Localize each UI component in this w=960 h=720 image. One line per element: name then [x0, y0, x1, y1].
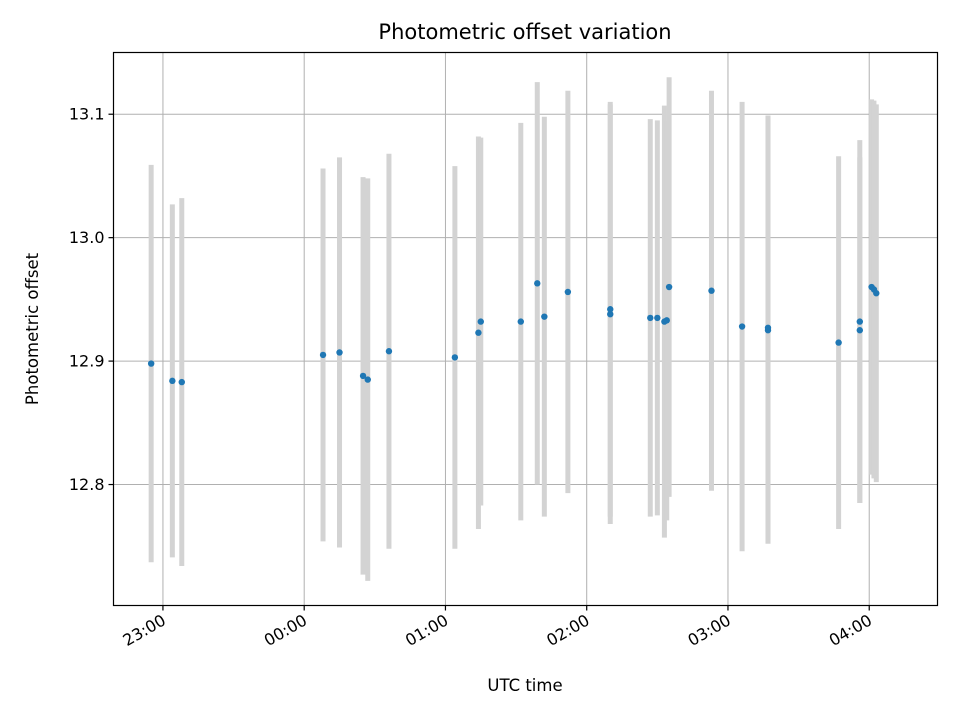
data-point — [475, 329, 482, 336]
data-point — [564, 288, 572, 296]
data-point — [708, 287, 715, 294]
plot-frame — [112, 51, 939, 607]
y-axis-label: Photometric offset — [23, 252, 42, 405]
y-tick-label: 13.0 — [69, 228, 105, 247]
y-tick-label: 13.1 — [69, 105, 105, 124]
data-point — [319, 351, 327, 359]
y-tick-label: 12.9 — [69, 352, 105, 371]
data-point — [607, 306, 614, 313]
data-point — [534, 280, 541, 287]
data-point — [169, 377, 176, 385]
data-point — [517, 318, 524, 325]
data-point — [336, 349, 343, 356]
data-point — [359, 372, 367, 380]
data-point — [647, 314, 654, 322]
data-point — [665, 283, 673, 291]
data-point — [856, 318, 864, 325]
data-point — [364, 376, 371, 383]
data-point — [738, 323, 746, 330]
data-point — [835, 339, 842, 346]
data-point — [451, 354, 459, 361]
data-point — [654, 314, 661, 322]
x-axis-label: UTC time — [487, 676, 562, 695]
y-tick-label: 12.8 — [69, 475, 105, 494]
data-point — [607, 310, 614, 318]
data-point — [873, 290, 880, 297]
data-points — [147, 280, 880, 386]
data-point — [541, 313, 548, 320]
data-point — [147, 360, 155, 367]
data-point — [385, 348, 393, 355]
data-point — [477, 318, 484, 325]
data-point — [856, 327, 864, 334]
chart-title: Photometric offset variation — [378, 20, 671, 44]
data-point — [663, 317, 670, 324]
data-point — [178, 378, 185, 386]
data-point — [764, 324, 772, 331]
